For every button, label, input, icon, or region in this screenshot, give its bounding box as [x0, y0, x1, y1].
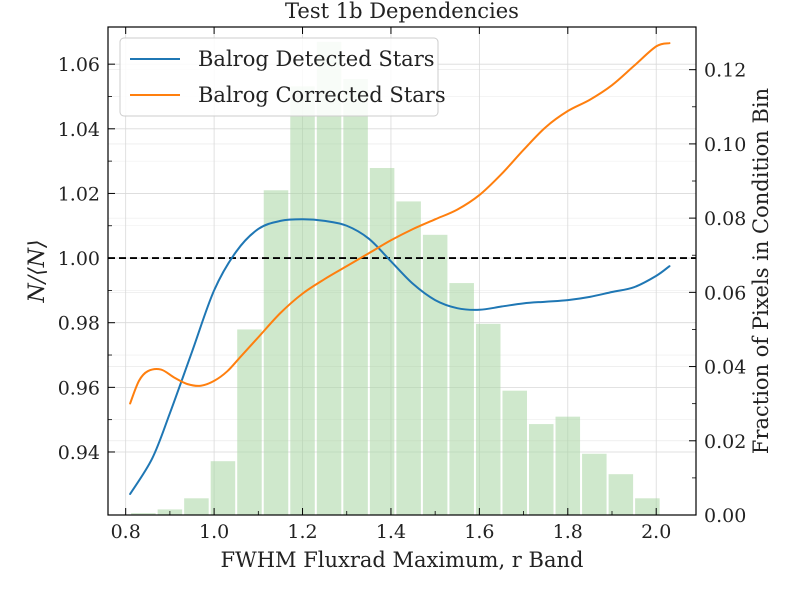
y2-tick-label: 0.00 — [704, 505, 746, 527]
histogram-bar — [343, 78, 368, 515]
x-tick-label: 1.2 — [287, 521, 317, 543]
histogram-bar — [369, 168, 395, 515]
histogram-bar — [210, 461, 236, 515]
series-line-detected — [129, 218, 671, 495]
x-tick-label: 1.6 — [464, 521, 494, 543]
y-tick-label: 1.04 — [58, 119, 100, 141]
histogram-bar — [131, 513, 156, 515]
y2-tick-labels: 0.00 0.02 0.04 0.06 0.08 0.10 0.12 — [704, 60, 746, 527]
x-tick-label: 2.0 — [641, 521, 671, 543]
y2-tick-label: 0.12 — [704, 60, 746, 82]
y2-tick-label: 0.10 — [704, 134, 746, 156]
histogram-bar — [237, 329, 262, 515]
y-tick-label: 1.00 — [58, 248, 100, 270]
y-axis-label: N/⟨N⟩ — [25, 239, 50, 303]
x-tick-label: 1.4 — [376, 521, 406, 543]
legend-box — [119, 37, 439, 117]
histogram-bar — [608, 474, 634, 515]
plot-frame — [107, 26, 697, 516]
histogram-bar — [582, 453, 607, 515]
x-tick-label: 1.0 — [199, 521, 229, 543]
y-tick-label: 1.06 — [58, 54, 100, 76]
y2-tick-label: 0.08 — [704, 208, 746, 230]
x-tick-label: 1.8 — [553, 521, 583, 543]
y2-tick-label: 0.02 — [704, 431, 746, 453]
histogram-bar — [555, 416, 581, 515]
histogram-bar — [396, 201, 421, 515]
x-axis-label: FWHM Fluxrad Maximum, r Band — [221, 548, 584, 572]
chart-title: Test 1b Dependencies — [285, 0, 519, 23]
legend-label-detected: Balrog Detected Stars — [198, 47, 435, 71]
histogram-bar — [529, 424, 554, 515]
histogram-bar — [635, 498, 660, 515]
histogram-bar — [316, 41, 342, 515]
legend: Balrog Detected Stars Balrog Corrected S… — [119, 37, 446, 117]
histogram-bar — [449, 283, 474, 515]
y-tick-labels: 0.94 0.96 0.98 1.00 1.02 1.04 1.06 — [58, 54, 100, 464]
x-tick-labels: 0.8 1.0 1.2 1.4 1.6 1.8 2.0 — [111, 521, 672, 543]
histogram-bar — [184, 498, 209, 515]
series-line-corrected — [129, 42, 671, 405]
legend-label-corrected: Balrog Corrected Stars — [198, 83, 446, 107]
y2-axis-label: Fraction of Pixels in Condition Bin — [749, 88, 773, 454]
y-tick-label: 0.96 — [58, 377, 100, 399]
y-tick-label: 0.94 — [58, 442, 100, 464]
histogram-bar — [422, 234, 448, 515]
y2-tick-label: 0.06 — [704, 282, 746, 304]
x-tick-label: 0.8 — [111, 521, 141, 543]
histogram-bar — [502, 390, 527, 515]
histogram-bar — [263, 190, 289, 516]
histogram-bar — [475, 323, 501, 515]
y-tick-label: 0.98 — [58, 313, 100, 335]
y-tick-label: 1.02 — [58, 183, 100, 205]
axis-ticks — [108, 27, 696, 516]
series-lines — [129, 42, 671, 495]
y2-tick-label: 0.04 — [704, 357, 746, 379]
